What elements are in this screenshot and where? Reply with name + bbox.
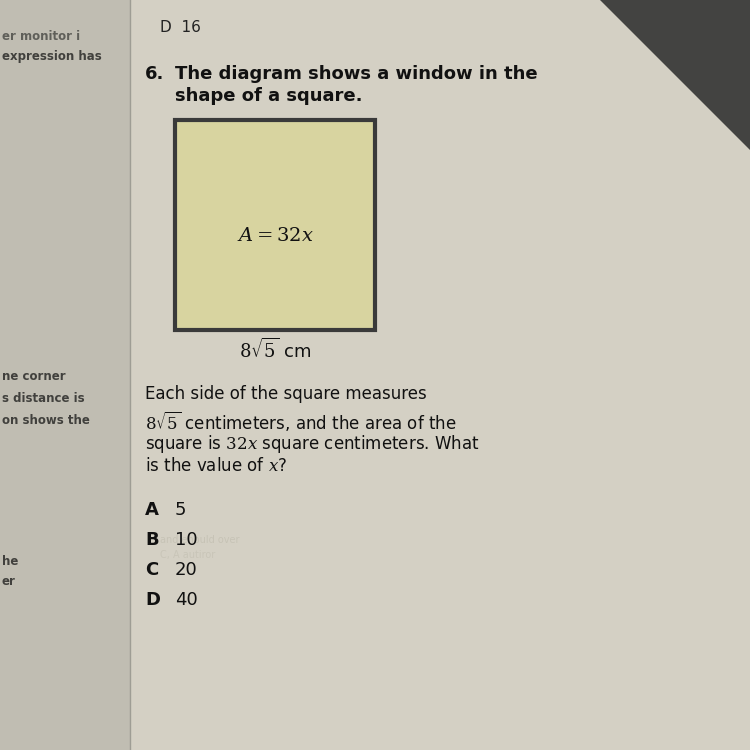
Text: he: he: [2, 555, 18, 568]
Text: B: B: [145, 531, 159, 549]
Text: Each side of the square measures: Each side of the square measures: [145, 385, 427, 403]
Text: A: A: [145, 501, 159, 519]
Text: ne corner: ne corner: [2, 370, 66, 383]
Text: D  16: D 16: [160, 20, 201, 35]
Text: C, A autiror: C, A autiror: [160, 550, 215, 560]
Text: $8\sqrt{5}$ centimeters, and the area of the: $8\sqrt{5}$ centimeters, and the area of…: [145, 409, 457, 433]
Text: Find ehould over: Find ehould over: [280, 300, 362, 310]
Polygon shape: [600, 0, 750, 150]
Text: 10: 10: [175, 531, 198, 549]
Text: shape of a square.: shape of a square.: [175, 87, 362, 105]
Text: s distance is: s distance is: [2, 392, 85, 405]
Text: 20: 20: [175, 561, 198, 579]
Text: on shows the: on shows the: [2, 414, 90, 427]
Text: 6.: 6.: [145, 65, 164, 83]
Text: er monitor i: er monitor i: [2, 30, 80, 43]
Text: D: D: [145, 591, 160, 609]
Text: $8\sqrt{5}$ cm: $8\sqrt{5}$ cm: [239, 338, 311, 362]
Text: is the value of $x$?: is the value of $x$?: [145, 457, 287, 475]
Text: er: er: [2, 575, 16, 588]
Text: C: C: [145, 561, 158, 579]
Bar: [0, 0, 130, 750]
Text: expression has: expression has: [2, 50, 102, 63]
Text: square is $32x$ square centimeters. What: square is $32x$ square centimeters. What: [145, 433, 479, 455]
Bar: [175, 120, 375, 330]
Text: The diagram shows a window in the: The diagram shows a window in the: [175, 65, 538, 83]
Text: 5: 5: [175, 501, 187, 519]
Text: 40: 40: [175, 591, 198, 609]
Text: and ehould over: and ehould over: [160, 535, 239, 545]
Text: $A = 32x$: $A = 32x$: [236, 226, 314, 245]
